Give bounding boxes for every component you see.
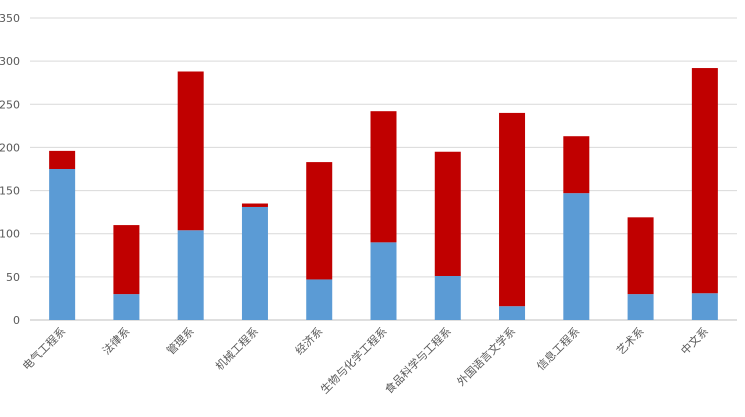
x-tick-label: 外国语言文学系 — [454, 324, 518, 388]
x-tick-label: 机械工程系 — [212, 324, 261, 373]
bar-series2-4 — [241, 203, 268, 207]
bar-series2-9 — [563, 136, 590, 194]
bar-series2-1 — [49, 150, 76, 169]
y-tick-label: 200 — [0, 141, 20, 154]
bar-series1-9 — [563, 193, 590, 320]
x-tick-label: 信息工程系 — [534, 324, 583, 373]
bar-series2-2 — [113, 225, 140, 295]
bar-series2-3 — [177, 71, 204, 231]
x-tick-label: 经济系 — [292, 324, 325, 357]
y-tick-label: 150 — [0, 185, 20, 198]
y-tick-label: 0 — [13, 314, 20, 327]
x-tick-label: 电气工程系 — [19, 324, 68, 373]
x-tick-label: 生物与化学工程系 — [317, 324, 389, 396]
bars — [49, 68, 718, 320]
bar-series2-6 — [370, 111, 397, 243]
x-tick-label: 法律系 — [99, 324, 132, 357]
y-tick-label: 50 — [6, 271, 20, 284]
bar-series1-4 — [241, 206, 268, 320]
y-tick-label: 250 — [0, 98, 20, 111]
bar-series2-7 — [434, 151, 461, 276]
bar-series1-11 — [691, 293, 718, 320]
bar-series1-1 — [49, 169, 76, 320]
bar-series2-8 — [499, 112, 526, 307]
y-tick-label: 100 — [0, 228, 20, 241]
bar-series1-3 — [177, 230, 204, 320]
bar-series2-5 — [306, 162, 333, 280]
bar-series1-10 — [627, 294, 654, 320]
x-tick-label: 艺术系 — [614, 325, 647, 358]
bar-series1-6 — [370, 242, 397, 320]
bar-series1-7 — [434, 275, 461, 320]
x-tick-label: 食品科学与工程系 — [382, 324, 454, 396]
bar-series1-5 — [306, 279, 333, 320]
x-tick-label: 中文系 — [678, 324, 711, 357]
y-tick-label: 350 — [0, 12, 20, 25]
bar-series1-2 — [113, 294, 140, 320]
bar-series2-10 — [627, 217, 654, 295]
axes: 0 50 100 150 200 250 300 350 电气工程系 法律系 管理系 机械工程系 经济系… — [0, 12, 711, 396]
y-tick-label: 300 — [0, 55, 20, 68]
bar-series1-8 — [499, 306, 526, 320]
bar-series2-11 — [691, 68, 718, 294]
x-tick-label: 管理系 — [164, 324, 197, 357]
